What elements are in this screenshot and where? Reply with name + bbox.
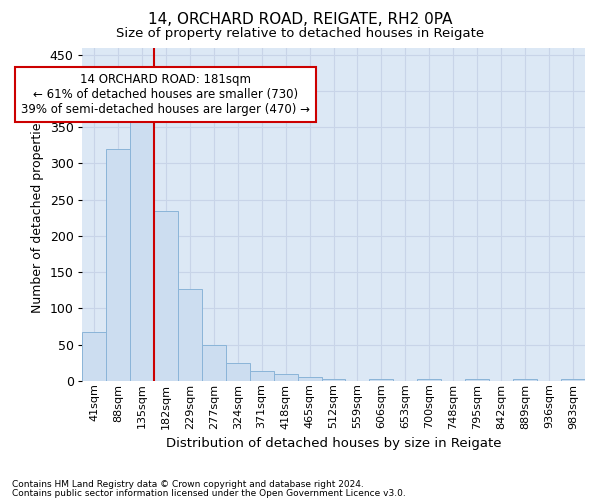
Bar (154, 210, 178, 381)
Bar (561, 378, 585, 381)
Bar (202, 344, 226, 381)
Bar (178, 290, 202, 381)
Bar (418, 378, 441, 381)
Text: 14 ORCHARD ROAD: 181sqm
← 61% of detached houses are smaller (730)
39% of semi-d: 14 ORCHARD ROAD: 181sqm ← 61% of detache… (22, 73, 310, 116)
Bar (106, 149, 130, 381)
Bar (82, 332, 106, 381)
Bar (274, 374, 298, 381)
Bar (130, 120, 154, 381)
Text: Contains public sector information licensed under the Open Government Licence v3: Contains public sector information licen… (12, 488, 406, 498)
Bar (322, 378, 346, 381)
Text: Size of property relative to detached houses in Reigate: Size of property relative to detached ho… (116, 28, 484, 40)
Bar (465, 378, 489, 381)
X-axis label: Distribution of detached houses by size in Reigate: Distribution of detached houses by size … (166, 437, 501, 450)
Bar (370, 378, 394, 381)
Bar (250, 370, 274, 381)
Text: Contains HM Land Registry data © Crown copyright and database right 2024.: Contains HM Land Registry data © Crown c… (12, 480, 364, 489)
Bar (298, 377, 322, 381)
Bar (226, 364, 250, 381)
Y-axis label: Number of detached properties: Number of detached properties (31, 116, 44, 312)
Bar (513, 378, 537, 381)
Text: 14, ORCHARD ROAD, REIGATE, RH2 0PA: 14, ORCHARD ROAD, REIGATE, RH2 0PA (148, 12, 452, 28)
